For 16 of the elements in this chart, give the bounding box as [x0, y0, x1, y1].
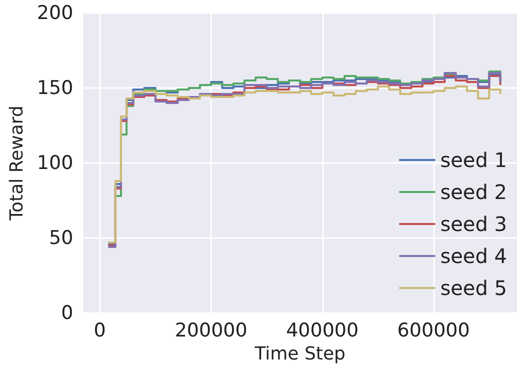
x-tick-label: 0	[94, 320, 106, 342]
y-tick-label: 100	[36, 152, 74, 174]
x-tick-label: 200000	[174, 320, 248, 342]
y-tick-label: 0	[61, 302, 74, 324]
y-tick-label: 50	[48, 227, 74, 249]
legend-label: seed 5	[440, 276, 508, 300]
y-axis-title: Total Reward	[6, 106, 28, 222]
legend-label: seed 1	[440, 148, 508, 172]
legend-label: seed 4	[440, 244, 508, 268]
x-tick-label: 400000	[286, 320, 359, 342]
y-tick-label: 200	[36, 2, 74, 24]
x-tick-label: 600000	[397, 320, 470, 342]
x-axis-title: Time Step	[254, 344, 346, 364]
legend-label: seed 2	[440, 180, 508, 204]
y-tick-label: 150	[36, 77, 74, 99]
legend-label: seed 3	[440, 212, 508, 236]
